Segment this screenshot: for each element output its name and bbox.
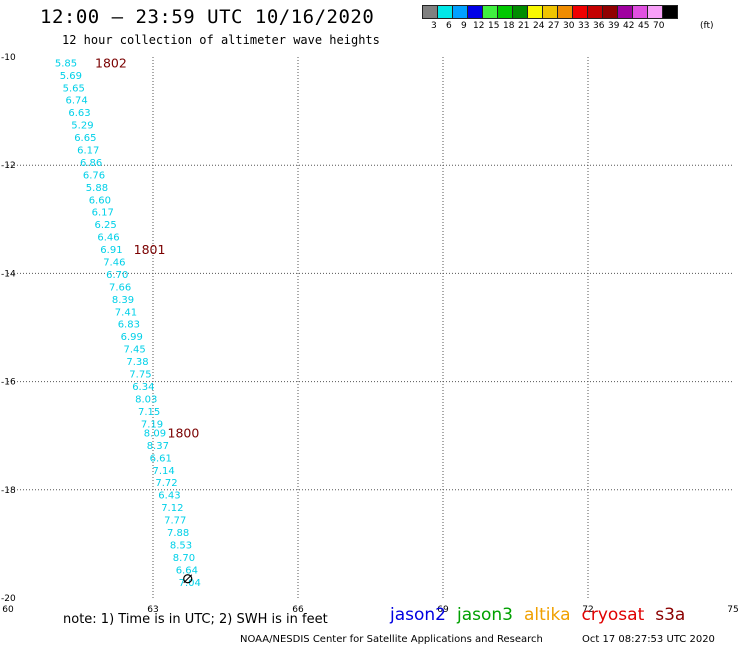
swh-data-label: 6.64 — [176, 565, 198, 576]
swh-data-label: 5.29 — [71, 121, 93, 132]
swh-data-label: 6.46 — [97, 233, 119, 244]
swh-data-label: 7.72 — [155, 478, 177, 489]
legend-bin-label: 70 — [653, 21, 665, 31]
swh-data-label: 6.70 — [106, 270, 128, 281]
swh-data-label: 8.39 — [112, 295, 134, 306]
legend-bin-label: 24 — [533, 21, 545, 31]
swh-data-label: 7.77 — [164, 516, 186, 527]
track-end-marker — [183, 574, 193, 584]
x-tick-label: 72 — [582, 605, 593, 615]
legend-bin-label: 42 — [623, 21, 635, 31]
legend-bin-label: 27 — [548, 21, 560, 31]
satellite-legend-entry: s3a — [655, 605, 686, 625]
legend-unit: (ft) — [700, 21, 714, 31]
swh-data-label: 6.99 — [121, 332, 143, 343]
swh-data-label: 6.76 — [83, 170, 105, 181]
swh-data-label: 7.66 — [109, 282, 131, 293]
footnote: note: 1) Time is in UTC; 2) SWH is in fe… — [63, 612, 328, 627]
swh-data-label: 6.17 — [77, 146, 99, 157]
swh-data-label: 8.70 — [173, 553, 195, 564]
satellite-legend-entry: altika — [524, 605, 571, 625]
x-tick-label: 69 — [437, 605, 449, 615]
credit-text: NOAA/NESDIS Center for Satellite Applica… — [240, 634, 543, 645]
time-label: 1800 — [168, 425, 200, 440]
swh-data-label: 7.19 — [141, 419, 163, 430]
color-scale-legend: 3 6 9 12 15 18 21 24 27 30 33 36 39 42 45 70 — [422, 5, 678, 33]
page-title: 12:00 – 23:59 UTC 10/16/2020 — [40, 6, 375, 28]
swh-data-label: 5.85 — [55, 58, 77, 69]
legend-swatch — [662, 5, 678, 19]
satellite-legend-entry: cryosat — [581, 605, 645, 625]
swh-data-label: 6.17 — [92, 208, 114, 219]
grid-lines — [8, 57, 733, 598]
legend-bin-label: 36 — [593, 21, 605, 31]
legend-bin-label: 12 — [473, 21, 485, 31]
legend-labels: 3 6 9 12 15 18 21 24 27 30 33 36 39 42 45 70 — [422, 19, 677, 33]
x-tick-label: 75 — [727, 605, 738, 615]
swh-data-label: 7.75 — [129, 369, 151, 380]
legend-swatches — [422, 5, 678, 19]
legend-bin-label: 18 — [503, 21, 515, 31]
legend-bin-label: 21 — [518, 21, 530, 31]
swh-data-label: 7.04 — [179, 578, 201, 589]
y-tick-label: -10 — [1, 53, 16, 63]
swh-data-label: 6.25 — [95, 220, 117, 231]
swh-data-label: 6.91 — [100, 245, 122, 256]
y-tick-label: -14 — [1, 269, 16, 279]
y-tick-label: -16 — [1, 378, 16, 388]
swh-data-label: 7.38 — [126, 357, 148, 368]
generated-timestamp: Oct 17 08:27:53 UTC 2020 — [582, 634, 715, 645]
satellite-legend-entry: jason2 — [390, 605, 446, 625]
legend-bin-label: 3 — [431, 21, 437, 31]
legend-bin-label: 6 — [446, 21, 452, 31]
swh-data-label: 6.34 — [132, 382, 154, 393]
satellite-legend: jason2 jason3 altika cryosat s3a — [390, 605, 696, 625]
time-label: 1801 — [134, 242, 166, 257]
swh-data-label: 5.69 — [60, 71, 82, 82]
swh-data-label: 6.61 — [150, 453, 172, 464]
track-marks — [183, 574, 193, 584]
data-labels: 5.855.695.656.746.635.296.656.176.866.76… — [55, 55, 201, 588]
swh-data-label: 7.46 — [103, 257, 125, 268]
legend-bin-label: 45 — [638, 21, 650, 31]
satellite-legend-entry: jason3 — [457, 605, 513, 625]
swh-data-label: 6.74 — [66, 96, 88, 107]
swh-data-label: 7.45 — [124, 345, 146, 356]
swh-data-label: 7.41 — [115, 307, 137, 318]
legend-bin-label: 9 — [461, 21, 467, 31]
swh-data-label: 7.14 — [153, 466, 175, 477]
y-tick-label: -12 — [1, 161, 16, 171]
swh-data-label: 5.88 — [86, 183, 108, 194]
y-tick-label: -18 — [1, 486, 16, 496]
y-tick-label: -20 — [1, 594, 16, 604]
swh-data-label: 8.53 — [170, 540, 192, 551]
x-tick-label: 60 — [2, 605, 14, 615]
legend-bin-label: 39 — [608, 21, 620, 31]
axis-ticks: 60 63 66 69 72 75 -10 -12 -14 -16 -18 -20 — [1, 53, 739, 615]
swh-data-label: 5.65 — [63, 83, 85, 94]
time-label: 1802 — [95, 55, 127, 70]
x-tick-label: 63 — [147, 605, 158, 615]
swh-data-label: 7.88 — [167, 528, 189, 539]
swh-data-label: 8.37 — [147, 441, 169, 452]
track-end-mark-line — [183, 574, 193, 584]
swh-data-label: 6.60 — [89, 195, 111, 206]
swh-data-label: 6.63 — [68, 108, 90, 119]
swh-data-label: 8.03 — [135, 394, 157, 405]
swh-data-label: 6.65 — [74, 133, 96, 144]
legend-bin-label: 30 — [563, 21, 575, 31]
swh-data-label: 7.12 — [161, 503, 183, 514]
swh-data-label: 8.09 — [144, 428, 166, 439]
legend-bin-label: 33 — [578, 21, 590, 31]
page-subtitle: 12 hour collection of altimeter wave hei… — [62, 33, 380, 47]
legend-bin-label: 15 — [488, 21, 500, 31]
swh-data-label: 7.15 — [138, 407, 160, 418]
swh-data-label: 6.86 — [80, 158, 102, 169]
swh-data-label: 6.43 — [158, 491, 180, 502]
swh-data-label: 6.83 — [118, 320, 140, 331]
x-tick-label: 66 — [292, 605, 304, 615]
